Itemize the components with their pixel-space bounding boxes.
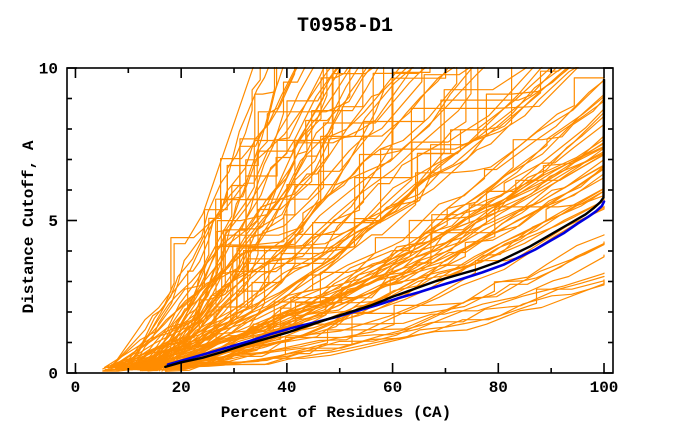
model-curve-orange: [133, 67, 427, 369]
model-curve-orange: [169, 67, 278, 368]
model-curve-orange: [168, 67, 380, 370]
highlight-curves-group: [164, 78, 606, 369]
model-curve-orange: [143, 67, 456, 367]
model-curve-orange: [119, 138, 605, 370]
model-curve-orange: [123, 67, 325, 368]
model-curve-orange: [135, 67, 472, 367]
model-curve-orange: [112, 67, 415, 366]
model-curve-orange: [138, 168, 605, 366]
y-axis-tick-label: 0: [48, 366, 58, 384]
x-axis-label: Percent of Residues (CA): [221, 404, 451, 422]
model-curve-orange: [130, 67, 409, 371]
model-curve-orange: [132, 67, 535, 368]
model-curve-orange: [106, 145, 605, 372]
x-axis-tick-label: 60: [383, 379, 402, 397]
model-curve-orange: [158, 67, 341, 372]
model-curve-orange: [139, 67, 376, 371]
model-curve-orange: [115, 67, 571, 371]
y-axis-label: Distance Cutoff, A: [20, 140, 38, 313]
x-axis-tick-label: 80: [489, 379, 508, 397]
model-curve-orange: [162, 206, 605, 371]
model-curve-orange: [130, 281, 605, 367]
axis-tick-labels-group: 0 20 40 60 80 100 0 5 10: [39, 61, 619, 398]
model-curve-orange: [126, 67, 334, 370]
model-curve-orange: [111, 67, 401, 369]
model-curves-group: [102, 67, 605, 372]
model-curve-orange: [116, 77, 605, 371]
model-curve-orange: [107, 254, 605, 367]
model-curve-orange: [150, 243, 605, 368]
highlight-curve-blue: [166, 200, 606, 366]
model-curve-orange: [137, 97, 605, 368]
model-curve-orange: [164, 79, 605, 372]
model-curve-orange: [127, 67, 458, 370]
x-axis-tick-label: 0: [71, 379, 81, 397]
model-curve-orange: [150, 67, 315, 368]
model-curve-orange: [109, 67, 254, 368]
model-curve-orange: [150, 187, 605, 365]
model-curve-orange: [132, 67, 528, 367]
model-curve-orange: [147, 241, 605, 372]
model-curve-orange: [112, 67, 332, 367]
model-curve-orange: [155, 67, 284, 368]
model-curve-orange: [113, 272, 605, 366]
chart-title: T0958-D1: [297, 15, 393, 38]
x-axis-tick-label: 100: [590, 379, 619, 397]
x-axis-tick-label: 40: [277, 379, 296, 397]
model-curve-orange: [130, 67, 353, 371]
model-curve-orange: [146, 67, 351, 368]
axis-ticks-group: [67, 67, 613, 374]
model-curve-orange: [111, 67, 467, 366]
y-axis-tick-label: 5: [48, 213, 58, 231]
model-curve-orange: [107, 152, 605, 369]
model-curve-orange: [146, 162, 605, 365]
model-curve-orange: [106, 93, 605, 369]
model-curve-orange: [117, 67, 297, 372]
y-axis-tick-label: 10: [39, 61, 58, 79]
x-axis-tick-label: 20: [172, 379, 191, 397]
model-curve-orange: [131, 67, 428, 371]
model-curve-orange: [144, 164, 605, 371]
model-curve-orange: [148, 67, 423, 368]
highlight-curve-black: [164, 78, 606, 369]
model-curve-orange: [149, 67, 413, 370]
model-curve-orange: [141, 197, 605, 369]
